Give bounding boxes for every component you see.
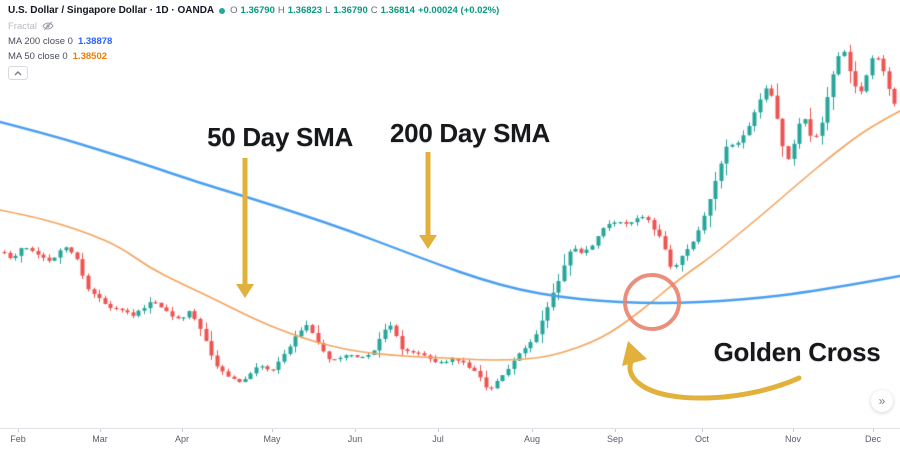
indicator-fractal-label: Fractal <box>8 20 38 32</box>
indicator-ma50-label: MA 50 close 0 <box>8 51 68 62</box>
x-axis-tick <box>272 429 273 432</box>
annotation-200-day-sma-label: 200 Day SMA <box>390 118 550 148</box>
x-axis-tick <box>793 429 794 432</box>
indicator-ma200-label: MA 200 close 0 <box>8 36 73 47</box>
x-axis-label-dec: Dec <box>864 434 882 444</box>
go-to-realtime-button[interactable]: » <box>871 390 893 412</box>
indicator-row-ma50[interactable]: MA 50 close 0 1.38502 <box>8 51 499 62</box>
double-chevron-right-icon: » <box>878 394 886 408</box>
x-axis-label-may: May <box>263 434 281 444</box>
x-axis-label-nov: Nov <box>784 434 802 444</box>
x-axis-label-aug: Aug <box>523 434 541 444</box>
indicator-ma50-value: 1.38502 <box>72 51 108 62</box>
high-label: H <box>277 5 285 16</box>
x-axis-tick <box>438 429 439 432</box>
x-axis-time-scale[interactable]: Feb Mar Apr May Jun Jul Aug Sep Oct Nov Dec <box>0 428 900 452</box>
low-label: L <box>325 5 331 16</box>
x-axis-tick <box>702 429 703 432</box>
x-axis-tick <box>355 429 356 432</box>
annotation-golden-cross-label: Golden Cross <box>713 337 881 367</box>
open-label: O <box>230 5 238 16</box>
x-axis-tick <box>615 429 616 432</box>
annotation-50-day-sma-label: 50 Day SMA <box>207 122 353 152</box>
indicator-row-fractal[interactable]: Fractal <box>8 20 499 32</box>
indicator-ma200-value: 1.38878 <box>77 36 113 47</box>
symbol-row: U.S. Dollar / Singapore Dollar · 1D · OA… <box>8 5 499 16</box>
x-axis-tick <box>532 429 533 432</box>
x-axis-tick <box>182 429 183 432</box>
close-label: C <box>370 5 378 16</box>
visibility-off-icon[interactable] <box>42 20 54 32</box>
close-value: 1.36814 <box>380 5 415 16</box>
symbol-title[interactable]: U.S. Dollar / Singapore Dollar · 1D · OA… <box>8 5 215 16</box>
low-value: 1.36790 <box>333 5 368 16</box>
x-axis-tick <box>100 429 101 432</box>
x-axis-label-jun: Jun <box>347 434 363 444</box>
high-value: 1.36823 <box>287 5 323 16</box>
market-status-dot[interactable] <box>219 7 226 14</box>
x-axis-label-feb: Feb <box>10 434 26 444</box>
x-axis-tick <box>873 429 874 432</box>
x-axis-label-sep: Sep <box>606 434 624 444</box>
open-value: 1.36790 <box>240 5 275 16</box>
x-axis-label-jul: Jul <box>432 434 444 444</box>
legend-collapse-button[interactable] <box>8 66 28 80</box>
change-value: +0.00024 (+0.02%) <box>417 5 500 16</box>
chart-legend: U.S. Dollar / Singapore Dollar · 1D · OA… <box>8 5 499 80</box>
x-axis-tick <box>18 429 19 432</box>
x-axis-label-oct: Oct <box>694 434 710 444</box>
x-axis-label-apr: Apr <box>174 434 190 444</box>
x-axis-label-mar: Mar <box>92 434 108 444</box>
indicator-row-ma200[interactable]: MA 200 close 0 1.38878 <box>8 36 499 47</box>
chevron-up-icon <box>14 70 22 75</box>
ohlc-readout: O 1.36790 H 1.36823 L 1.36790 C 1.36814 +0.0… <box>230 5 499 16</box>
